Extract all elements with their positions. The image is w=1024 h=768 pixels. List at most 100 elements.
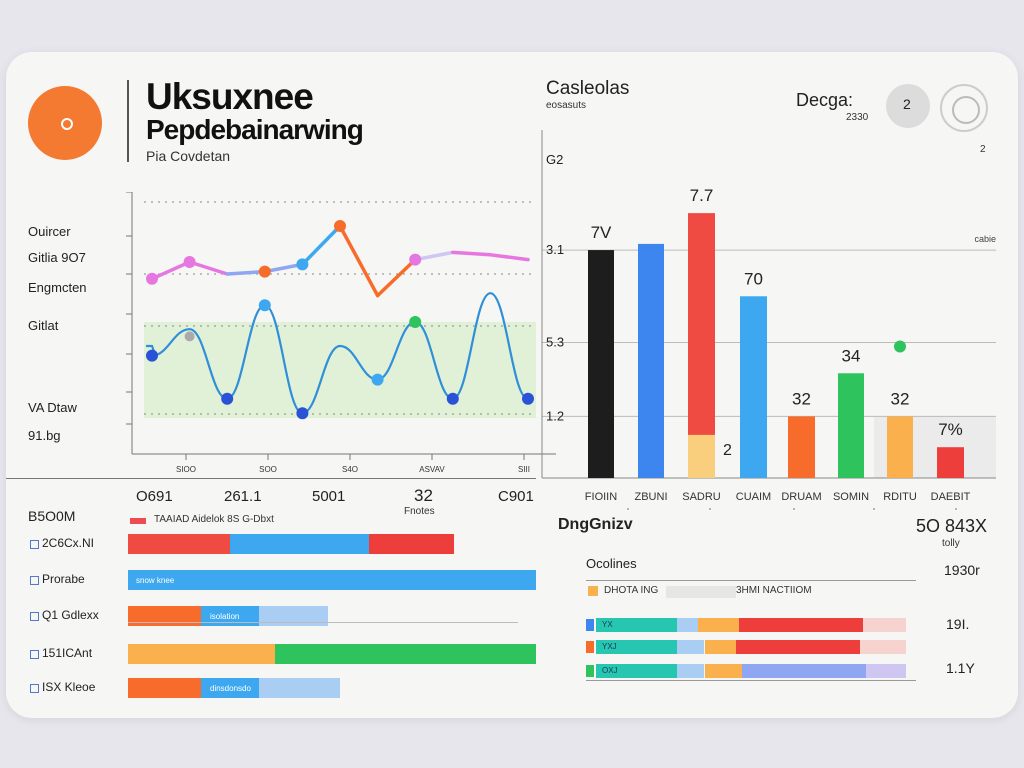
hbar-left-gridline <box>128 622 518 623</box>
summary-value-5: C901 <box>498 488 534 505</box>
bottom-right-divider <box>586 580 916 581</box>
bottom-right-value: 5O 843X <box>916 516 988 536</box>
left-label-3: Engmcten <box>28 280 87 295</box>
hbar-left-label: ISX Kleoe <box>42 680 96 694</box>
bar-2-base-label: 2 <box>723 442 732 459</box>
bottom-right-sub: tolly <box>942 538 960 549</box>
series2-point-6 <box>371 373 384 386</box>
summary-value-1: O691 <box>136 488 173 505</box>
series1-point-1 <box>183 256 196 268</box>
hbar-left-segment <box>128 644 275 664</box>
hbar-left-segment <box>128 678 202 698</box>
summary-divider <box>6 478 536 479</box>
top-right-label: Decga: <box>796 90 854 110</box>
series2-point-8 <box>446 392 459 405</box>
counter-button[interactable]: 2 <box>886 84 930 128</box>
hbar-right-label: OXJ <box>602 666 618 675</box>
top-center-sub: eosasuts <box>546 100 587 111</box>
row-checkbox-icon[interactable] <box>30 650 39 659</box>
hbar-right-segment <box>738 618 863 632</box>
series2-point-3 <box>258 299 271 312</box>
bar-y-tick-2: 5.3 <box>546 334 564 349</box>
bar-label-4: 32 <box>792 389 811 408</box>
left-label-4: Gitlat <box>28 318 59 333</box>
row-swatch <box>586 619 594 631</box>
bar-label-0: 7V <box>591 223 612 242</box>
bar-3 <box>740 296 767 478</box>
bar-6 <box>887 416 913 478</box>
brand-tagline: Pia Covdetan <box>146 148 231 164</box>
series2-point-0 <box>146 349 158 362</box>
hbar-left-segment <box>258 678 341 698</box>
row-swatch <box>586 641 594 653</box>
hbar-left-label: Q1 Gdlexx <box>42 608 99 622</box>
row-checkbox-icon[interactable] <box>30 540 39 549</box>
bar-4 <box>788 416 815 478</box>
bottom-right-title: DngGnizv <box>558 516 633 533</box>
sublabel-track <box>666 586 736 598</box>
bar-corner-label: cabie <box>974 234 996 244</box>
header-divider <box>127 80 129 162</box>
hbar-right-segment <box>676 664 705 678</box>
bar-1 <box>638 243 664 478</box>
series1-point-3 <box>258 265 271 278</box>
hbar-left-segment <box>258 606 328 626</box>
hbar-right-segment <box>859 640 906 654</box>
summary-sub: Fnotes <box>404 506 435 517</box>
top-center-title: Casleolas <box>546 78 630 99</box>
bar-label-6: 32 <box>891 389 910 408</box>
settings-dial-icon[interactable] <box>940 84 988 132</box>
hbar-left-segment <box>201 678 259 698</box>
hbar-right-segment <box>865 664 906 678</box>
hbar-right-label: YXJ <box>602 642 617 651</box>
summary-value-2: 261.1 <box>224 488 262 505</box>
x-tick-label-4: SIII <box>518 465 530 474</box>
bar-category-2: SADRU <box>682 491 721 503</box>
series1-segment-0 <box>150 260 192 281</box>
hbar-left-label: 2C6Cx.NI <box>42 536 95 550</box>
hbar-left-inline-label: isolation <box>210 612 240 621</box>
shaded-band <box>144 322 536 418</box>
hbar-left-segment <box>230 534 369 554</box>
logo-icon <box>28 86 102 160</box>
brand-title: Uksuxnee <box>146 76 314 117</box>
bar-label-3: 70 <box>744 269 763 288</box>
hbar-right-segment <box>596 618 677 632</box>
bar-marker-dot <box>894 340 906 353</box>
bar-2-base <box>688 434 715 478</box>
bar-y-tick-0: G2 <box>546 152 563 167</box>
bar-y-tick-1: 3.1 <box>546 242 564 257</box>
bottom-right-value-2: 19I. <box>946 616 970 632</box>
legend-swatch <box>130 518 146 524</box>
bottom-right-subheader: Ocolines <box>586 556 637 571</box>
summary-value-4: 32 <box>414 486 433 505</box>
dashboard-card: Uksuxnee Pepdebainarwing Pia Covdetan Ca… <box>6 52 1018 718</box>
series1-segment-1 <box>187 260 229 276</box>
left-label-6: 91.bg <box>28 428 61 443</box>
row-checkbox-icon[interactable] <box>30 612 39 621</box>
x-tick-label-2: S4O <box>342 465 358 474</box>
hbar-left-segment <box>274 644 536 664</box>
series1-segment-3 <box>263 262 305 274</box>
row-checkbox-icon[interactable] <box>30 684 39 693</box>
bottom-right-value-1: 1930r <box>944 562 980 578</box>
bar-category-0: FIOIIN <box>585 491 617 503</box>
series1-segment-5 <box>338 224 380 298</box>
hbar-right-segment <box>596 640 677 654</box>
top-right-caret: 2 <box>980 144 986 155</box>
hbar-left-segment <box>201 606 259 626</box>
x-tick-label-3: ASVAV <box>419 465 445 474</box>
bottom-left-title: B5O0M <box>28 508 76 524</box>
series1-segment-8 <box>451 250 493 257</box>
series2-marker <box>184 331 195 342</box>
bar-label-7: 7% <box>938 420 963 439</box>
hbar-right-segment <box>704 640 736 654</box>
series1-segment-6 <box>375 257 417 298</box>
row-checkbox-icon[interactable] <box>30 576 39 585</box>
row-swatch <box>586 665 594 677</box>
counter-value: 2 <box>903 96 911 112</box>
hbar-left-segment <box>128 606 202 626</box>
hbar-right-baseline <box>586 680 916 681</box>
bottom-right-sublabel-1: DHOTA ING <box>604 585 659 596</box>
bottom-right-sublabel-2: 3HMI NACTIIOM <box>736 585 812 596</box>
